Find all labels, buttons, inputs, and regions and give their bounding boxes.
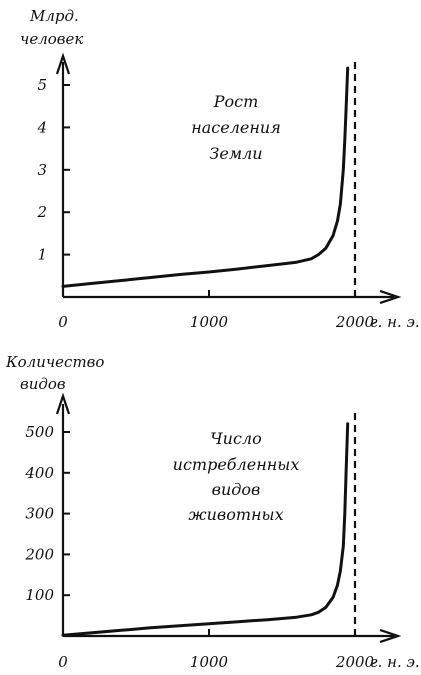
y-tick-label: 100: [25, 586, 54, 604]
y-ticks: 100 200 300 400 500: [24, 423, 70, 604]
y-axis-label-line-2: человек: [20, 30, 83, 48]
x-axis-unit: г. н. э.: [370, 313, 420, 331]
y-tick-label: 2: [36, 203, 47, 221]
x-axis-unit: г. н. э.: [370, 653, 420, 671]
annotation-line-4: животных: [188, 505, 283, 524]
x-tick-label: 2000: [335, 313, 375, 331]
x-tick-label: 2000: [335, 653, 375, 671]
y-ticks: 1 2 3 4 5: [36, 76, 70, 264]
x-axis-arrow: [379, 289, 402, 305]
x-tick-label: 1000: [190, 653, 229, 671]
annotation-line-1: Рост: [213, 92, 259, 111]
y-tick-label: 300: [25, 505, 54, 523]
y-tick-label: 1: [37, 246, 47, 264]
x-tick-label: 0: [58, 313, 68, 331]
y-tick-label: 3: [37, 161, 47, 179]
y-axis-arrow: [55, 392, 71, 415]
annotation-line-2: истребленных: [173, 455, 300, 474]
annotation-line-3: Земли: [209, 144, 262, 163]
population-growth-curve: [61, 66, 350, 288]
panel-population: Млрд. человек 1 2 3 4 5 0 1000 2000: [20, 7, 420, 331]
y-axis-label-line-1: Количество: [5, 353, 104, 371]
annotation-line-1: Число: [210, 429, 261, 448]
x-tick-label: 1000: [190, 313, 229, 331]
y-tick-label: 200: [24, 545, 54, 563]
y-tick-label: 4: [36, 118, 47, 136]
x-tick-label: 0: [58, 653, 68, 671]
extinct-species-curve: [61, 422, 350, 637]
y-tick-label: 5: [37, 76, 47, 94]
x-axis-arrow: [379, 628, 402, 644]
x-ticks: 0 1000 2000: [58, 629, 375, 671]
y-tick-label: 500: [25, 423, 54, 441]
y-axis-label-line-1: Млрд.: [29, 7, 79, 25]
y-tick-label: 400: [24, 464, 54, 482]
annotation-line-3: видов: [212, 480, 261, 499]
panel-extinct-species: Количество видов 100 200 300 400 500 0 1…: [5, 353, 420, 671]
annotation-line-2: населения: [191, 118, 281, 137]
y-axis-label-line-2: видов: [20, 375, 66, 393]
y-axis-arrow: [55, 52, 71, 75]
